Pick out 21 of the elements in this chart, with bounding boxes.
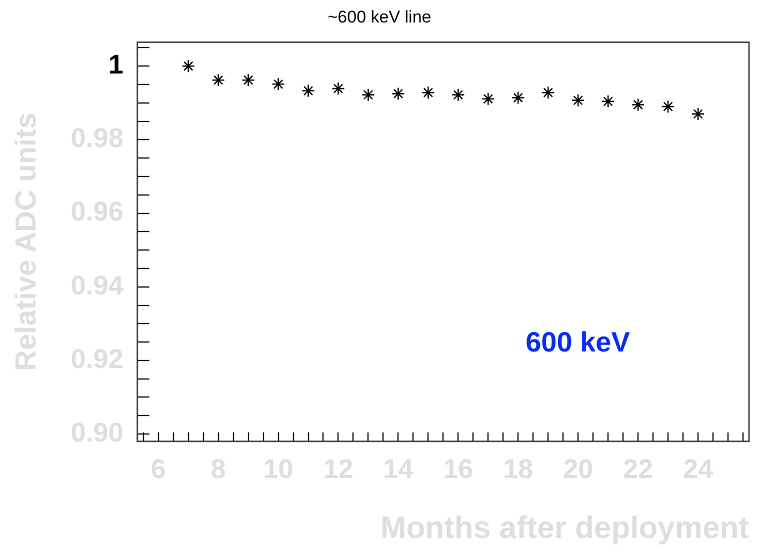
- point: [601, 94, 615, 108]
- point: [511, 91, 525, 104]
- point: [661, 100, 675, 114]
- point: [392, 87, 405, 100]
- point: [182, 59, 195, 73]
- point: [212, 73, 225, 87]
- point: [362, 88, 375, 102]
- annotation: 600 keV: [526, 326, 630, 358]
- point: [691, 107, 705, 121]
- point: [332, 82, 345, 96]
- chart-title: ~600 keV line: [328, 8, 432, 27]
- point: [482, 92, 495, 106]
- point: [272, 77, 285, 91]
- point: [302, 84, 315, 98]
- point: [422, 86, 435, 100]
- point: [452, 88, 465, 102]
- point: [541, 86, 555, 100]
- point: [242, 73, 255, 87]
- y-tick-label: 1: [108, 50, 124, 80]
- point: [571, 94, 585, 107]
- point: [631, 98, 645, 112]
